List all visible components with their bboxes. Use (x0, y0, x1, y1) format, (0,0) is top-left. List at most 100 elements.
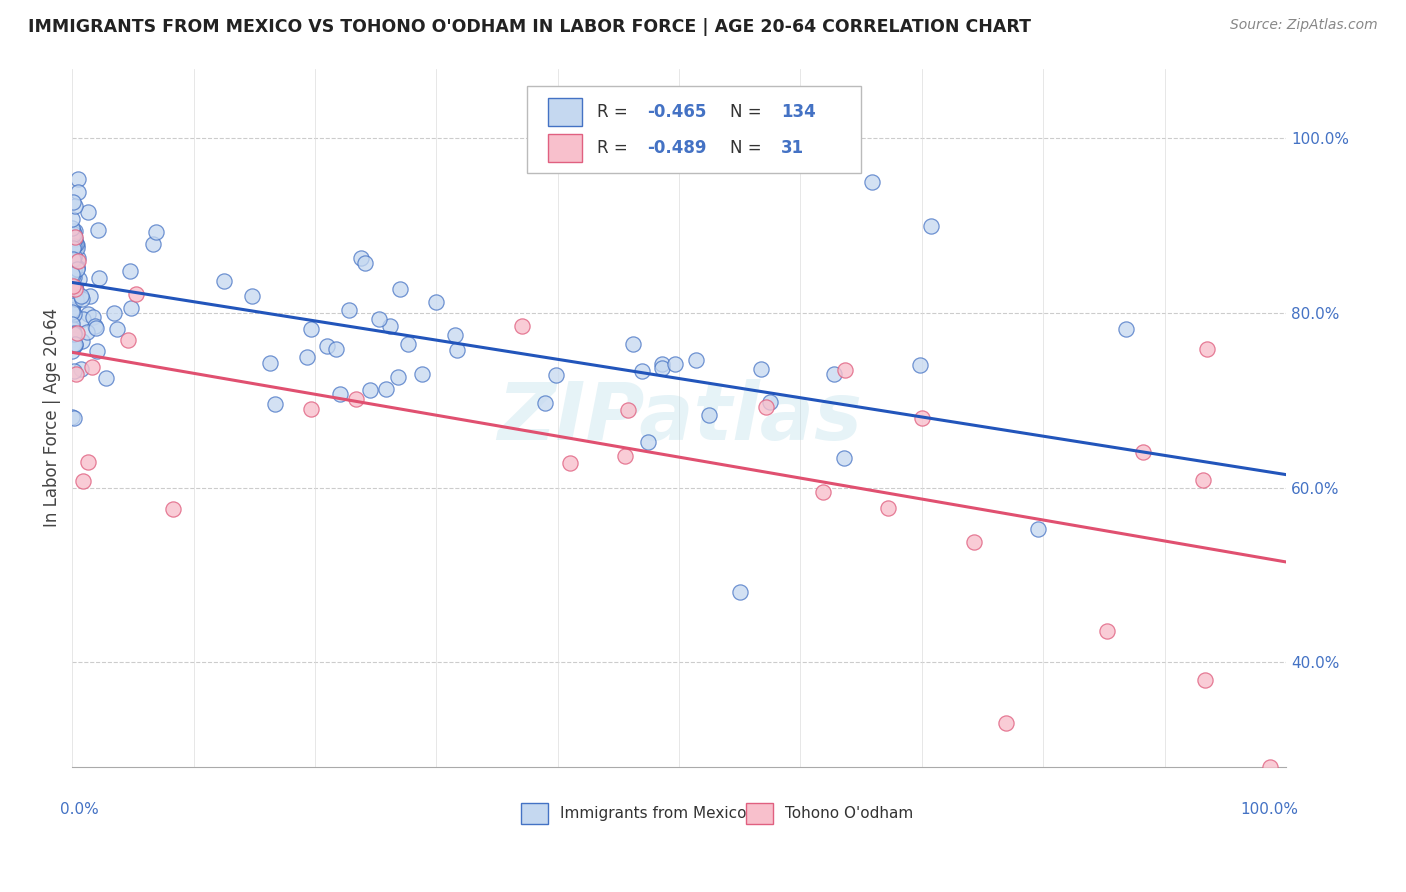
Point (96, 371, 118, 385)
Point (65, 292, 87, 306)
Text: -0.489: -0.489 (648, 139, 707, 157)
Point (62, 248, 84, 262)
Point (425, 294, 447, 309)
Point (65, 236, 87, 251)
Point (118, 264, 141, 278)
Point (62, 250, 84, 264)
Point (66, 242, 89, 256)
Point (860, 175, 883, 189)
Point (911, 411, 934, 425)
Point (72, 312, 94, 326)
Point (811, 485, 834, 500)
Point (325, 342, 347, 356)
Point (240, 289, 263, 303)
Point (1132, 445, 1154, 459)
Point (60, 409, 83, 424)
Point (60, 302, 83, 317)
Point (759, 394, 782, 409)
Point (86, 344, 108, 359)
Point (1026, 522, 1049, 536)
Point (103, 306, 125, 320)
Point (62, 323, 84, 337)
FancyBboxPatch shape (522, 804, 548, 824)
Point (66, 261, 89, 276)
Point (65, 367, 87, 381)
Point (87, 223, 110, 237)
Point (62, 305, 84, 319)
Point (295, 351, 318, 365)
Point (63, 232, 86, 246)
Point (534, 395, 557, 409)
Point (359, 383, 381, 397)
Point (350, 252, 373, 266)
Point (62, 252, 84, 266)
Point (446, 343, 468, 357)
Point (60, 220, 83, 235)
Point (651, 361, 673, 376)
Point (60, 271, 83, 285)
Point (70, 289, 93, 303)
Point (259, 356, 281, 370)
Point (264, 397, 287, 411)
Point (299, 401, 322, 416)
Point (908, 358, 931, 372)
Point (62, 224, 84, 238)
Point (60, 320, 83, 334)
Point (823, 367, 845, 381)
Point (63, 411, 86, 425)
Point (67, 251, 90, 265)
Point (63, 243, 86, 257)
Point (63, 326, 86, 340)
Text: 134: 134 (782, 103, 815, 120)
Point (82, 310, 104, 324)
Point (66, 262, 89, 277)
Point (79, 289, 101, 303)
Point (67, 272, 90, 286)
Point (60, 287, 83, 301)
Point (63, 294, 86, 309)
Point (60, 344, 83, 359)
Point (546, 368, 568, 382)
Point (664, 357, 686, 371)
Point (67, 185, 90, 199)
Point (510, 319, 533, 334)
Point (749, 361, 772, 376)
Point (631, 364, 654, 378)
Text: Tohono O'odham: Tohono O'odham (785, 806, 912, 822)
Point (63, 338, 86, 352)
Point (145, 225, 167, 239)
Point (354, 256, 377, 270)
Point (877, 501, 900, 516)
Point (62, 278, 84, 293)
Point (834, 363, 856, 377)
Point (920, 219, 942, 233)
Point (76, 204, 98, 219)
Point (66, 326, 89, 340)
FancyBboxPatch shape (548, 98, 582, 126)
Text: IMMIGRANTS FROM MEXICO VS TOHONO O'ODHAM IN LABOR FORCE | AGE 20-64 CORRELATION : IMMIGRANTS FROM MEXICO VS TOHONO O'ODHAM… (28, 18, 1031, 36)
Point (66, 253, 89, 268)
Point (411, 367, 433, 381)
Point (72, 475, 94, 489)
Point (62, 296, 84, 310)
Point (63, 337, 86, 351)
Point (62, 237, 84, 252)
Point (558, 456, 581, 470)
Point (60, 338, 83, 352)
Text: N =: N = (730, 103, 762, 120)
Point (637, 434, 659, 449)
Point (685, 352, 707, 367)
Point (63, 296, 86, 310)
Point (699, 409, 721, 423)
FancyBboxPatch shape (745, 804, 772, 824)
Point (63, 199, 86, 213)
Point (62, 241, 84, 255)
Point (62, 332, 84, 346)
Point (617, 402, 640, 417)
Point (1197, 342, 1219, 356)
Point (62, 270, 84, 285)
Point (62, 227, 84, 241)
Point (84, 319, 107, 334)
Point (142, 237, 165, 252)
Point (76, 326, 98, 340)
